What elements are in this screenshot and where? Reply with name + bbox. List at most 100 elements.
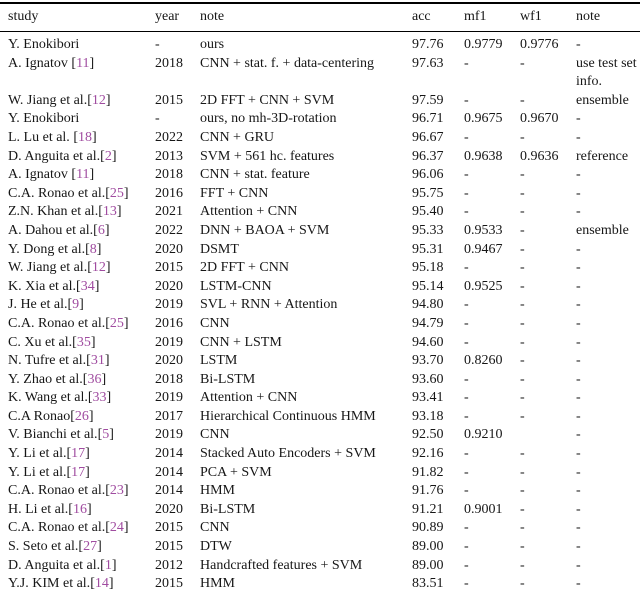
citation-bracket-close: ] [123,520,129,536]
mf1-cell: 0.9210 [464,427,503,443]
citation-link[interactable]: 5 [102,427,110,443]
table-row: Y. Zhao et al.[36] 2018 Bi-LSTM 93.60- - - [0,371,640,390]
citation-link[interactable]: 34 [80,278,95,294]
citation-link[interactable]: 14 [94,576,109,592]
year-cell: 2018 [155,167,183,183]
citation-link[interactable]: 26 [74,408,89,424]
acc-cell: 93.18 [412,408,444,424]
wf1-cell: 0.9670 [520,111,559,127]
citation-link[interactable]: 31 [90,353,105,369]
study-cell: L. Lu et al. [18] [0,129,155,148]
study-author: C.A. Ronao et al. [8,185,106,201]
year-cell: 2017 [155,408,183,424]
citation-bracket-open: [ [67,297,73,313]
study-author: Y. Li et al. [8,446,67,462]
citation-link[interactable]: 1 [104,557,112,573]
citation-bracket-close: ] [104,222,110,238]
wf1-cell: - [520,353,525,369]
year-cell: 2019 [155,390,183,406]
table-row: D. Anguita et al.[2] 2013 SVM + 561 hc. fe… [0,148,640,167]
citation-link[interactable]: 6 [97,222,105,238]
year-cell: 2014 [155,446,183,462]
table-row: C.A. Ronao et al.[25] 2016 CNN 94.79- - - [0,315,640,334]
citation-link[interactable]: 25 [109,315,124,331]
year-cell: 2020 [155,278,183,294]
citation-link[interactable]: 36 [87,371,102,387]
citation-bracket-close: ] [111,557,117,573]
acc-cell: 91.82 [412,464,444,480]
citation-bracket-open: [ [105,185,110,201]
citation-link[interactable]: 13 [102,204,117,220]
citation-bracket-close: ] [108,576,114,592]
study-cell: C.A. Ronao et al.[25] [0,185,155,204]
acc-cell: 90.89 [412,520,444,536]
citation-link[interactable]: 11 [76,167,90,183]
study-author: W. Jiang et al. [8,92,88,108]
note-cell: - [576,260,581,276]
citation-link[interactable]: 18 [77,129,92,145]
citation-link[interactable]: 23 [109,483,124,499]
method-cell: Attention + CNN [200,204,298,220]
acc-cell: 96.67 [412,129,444,145]
method-cell: LSTM [200,353,238,369]
note-cell: - [576,204,581,220]
column-header-note: note [576,3,640,32]
table-row: Y.J. KIM et al.[14] 2015 HMM 83.51- - - [0,575,640,598]
study-author: Y. Dong et al. [8,241,86,257]
year-cell: 2020 [155,501,183,517]
study-cell: K. Xia et al.[34] [0,278,155,297]
study-author: V. Bianchi et al. [8,427,98,443]
wf1-cell: - [520,241,525,257]
citation-bracket-open: [ [97,427,103,443]
method-cell: 2D FFT + CNN [200,260,289,276]
note-cell: use test set info. [576,55,637,90]
study-author: J. He et al. [8,297,68,313]
year-cell: 2015 [155,539,183,555]
year-cell: 2015 [155,92,183,108]
citation-bracket-open: [ [100,557,105,573]
citation-link[interactable]: 11 [76,55,90,71]
mf1-cell: - [464,204,469,220]
year-cell: 2014 [155,483,183,499]
wf1-cell: 0.9636 [520,148,559,164]
mf1-cell: 0.9533 [464,222,503,238]
mf1-cell: - [464,297,469,313]
note-cell: - [576,539,581,555]
citation-link[interactable]: 16 [72,501,87,517]
citation-bracket-open: [ [70,408,75,424]
citation-link[interactable]: 9 [72,297,80,313]
method-cell: Handcrafted features + SVM [200,557,363,573]
citation-link[interactable]: 33 [92,390,107,406]
citation-bracket-close: ] [104,353,110,369]
citation-link[interactable]: 17 [71,446,86,462]
table-row: S. Seto et al.[27] 2015 DTW 89.00- - - [0,538,640,557]
citation-bracket-close: ] [101,371,107,387]
citation-bracket-close: ] [96,241,102,257]
method-cell: 2D FFT + CNN + SVM [200,92,335,108]
citation-link[interactable]: 2 [104,148,112,164]
table-row: K. Xia et al.[34] 2020 LSTM-CNN 95.14 0.9525… [0,278,640,297]
study-cell: Y. Dong et al.[8] [0,241,155,260]
table-row: N. Tufre et al.[31] 2020 LSTM 93.70 0.8260- - [0,352,640,371]
citation-link[interactable]: 27 [83,539,98,555]
year-cell: 2018 [155,55,183,71]
citation-bracket-close: ] [85,464,90,480]
study-author: Y. Enokibori [8,37,80,52]
mf1-cell: - [464,129,469,145]
citation-link[interactable]: 8 [89,241,97,257]
citation-link[interactable]: 17 [71,464,86,480]
citation-link[interactable]: 24 [109,520,124,536]
year-cell: 2022 [155,129,183,145]
citation-link[interactable]: 12 [91,260,106,276]
wf1-cell: - [520,167,525,183]
citation-link[interactable]: 35 [76,334,91,350]
citation-link[interactable]: 25 [109,185,124,201]
method-cell: SVM + 561 hc. features [200,148,335,164]
mf1-cell: - [464,576,469,592]
wf1-cell: - [520,260,525,276]
method-cell: CNN + LSTM [200,334,282,350]
citation-link[interactable]: 12 [91,92,106,108]
mf1-cell: - [464,557,469,573]
wf1-cell: - [520,204,525,220]
method-cell: FFT + CNN [200,185,269,201]
